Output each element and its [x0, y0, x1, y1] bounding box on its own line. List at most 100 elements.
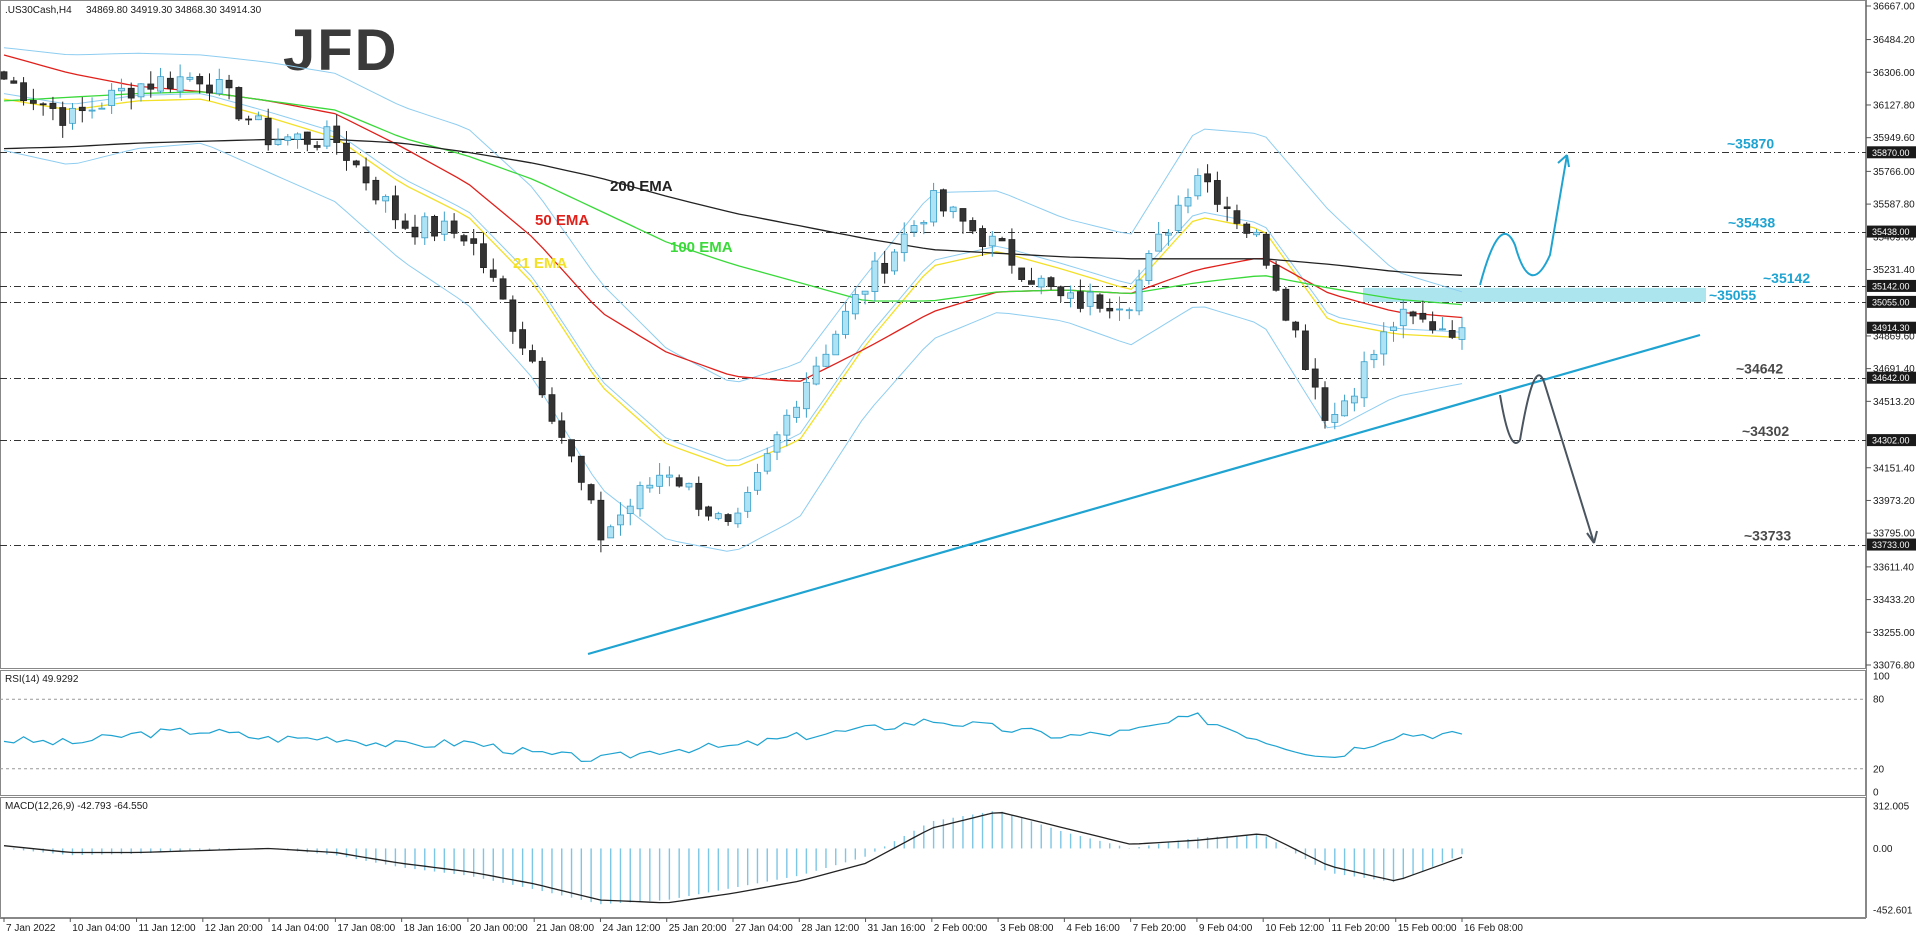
price-tag-label: 33733.00: [1872, 540, 1910, 550]
price-tick-label: 33255.00: [1873, 628, 1915, 639]
rsi-label: RSI(14) 49.9292: [5, 674, 79, 685]
candle-body: [871, 260, 879, 292]
candle-body: [763, 453, 771, 472]
time-tick-label: 27 Jan 04:00: [735, 923, 793, 934]
candle-body: [1243, 223, 1251, 234]
candle-body: [1037, 277, 1045, 288]
candle-body: [470, 238, 478, 244]
time-tick-label: 25 Jan 20:00: [669, 923, 727, 934]
time-tick-label: 10 Jan 04:00: [72, 923, 130, 934]
price-tag-box: [1867, 321, 1916, 334]
price-tag-box: [1867, 279, 1916, 292]
candle-body: [1086, 291, 1094, 307]
ema-label-ema100: 100 EMA: [670, 239, 733, 256]
candle-body: [1331, 414, 1339, 423]
candle-body: [333, 125, 341, 143]
candle-body: [1448, 330, 1456, 338]
macd-tick-label: 312.005: [1873, 802, 1910, 813]
candle-body: [284, 136, 292, 141]
time-tick-label: 14 Jan 04:00: [271, 923, 329, 934]
candle-body: [1125, 309, 1133, 312]
candle-body: [421, 216, 429, 239]
price-tick-label: 34869.60: [1873, 331, 1915, 342]
candle-body: [744, 492, 752, 512]
candle-body: [127, 87, 135, 99]
candle-body: [78, 106, 86, 112]
candle-body: [1018, 267, 1026, 280]
candle-body: [186, 76, 194, 80]
time-tick-label: 24 Jan 12:00: [603, 923, 661, 934]
candle-body: [411, 226, 419, 238]
candle-body: [626, 505, 634, 514]
bullish-arrow-head: [1557, 154, 1570, 168]
rsi-tick-label: 100: [1873, 672, 1890, 683]
candle-body: [1057, 286, 1065, 297]
candle-body: [196, 76, 204, 85]
time-tick-label: 28 Jan 12:00: [801, 923, 859, 934]
candle-body: [1429, 321, 1437, 331]
price-tags: 35870.00 35438.00 35142.00 35055.00 34914.30…: [1867, 146, 1916, 551]
candle-body: [157, 76, 164, 92]
candle-body: [832, 333, 840, 356]
price-tick-label: 36127.80: [1873, 101, 1915, 112]
candle-body: [685, 482, 693, 488]
macd-tick-label: 0.00: [1873, 844, 1893, 855]
rsi-line: [3, 712, 1463, 763]
time-tick-label: 11 Feb 20:00: [1332, 923, 1391, 934]
candle-body: [392, 195, 399, 221]
price-tick-label: 36667.00: [1873, 2, 1915, 13]
price-tag-label: 35438.00: [1872, 227, 1910, 237]
time-tick-label: 7 Feb 20:00: [1133, 923, 1187, 934]
candle-body: [979, 228, 986, 247]
candle-body: [891, 251, 898, 272]
candle-body: [166, 77, 174, 89]
level-label: ~35438: [1728, 215, 1775, 231]
candle-body: [930, 190, 937, 223]
candle-body: [900, 233, 908, 254]
ema-lines: [3, 54, 1463, 467]
bearish-arrow-path: [1499, 374, 1595, 544]
candle-body: [137, 83, 145, 98]
time-axis: 7 Jan 2022 10 Jan 04:00 11 Jan 12:00 12 Jan…: [0, 918, 1866, 934]
candle-body: [656, 474, 664, 487]
candle-body: [851, 294, 859, 315]
candle-body: [597, 499, 605, 541]
candle-body: [714, 513, 722, 519]
candle-body: [98, 107, 106, 110]
time-tick-label: 12 Jan 20:00: [205, 923, 263, 934]
candle-body: [675, 477, 683, 487]
time-tick-label: 9 Feb 04:00: [1199, 923, 1253, 934]
time-tick-label: 7 Jan 2022: [6, 923, 56, 934]
candle-body: [88, 109, 96, 112]
time-tick-label: 21 Jan 08:00: [536, 923, 594, 934]
rsi-panel-frame: [0, 670, 1866, 796]
candle-body: [695, 482, 703, 510]
candle-body: [401, 220, 409, 229]
candle-body: [225, 79, 233, 89]
uptrend-line: [587, 333, 1701, 656]
candle-body: [1174, 204, 1182, 231]
candle-body: [705, 506, 712, 517]
price-tag-box: [1867, 146, 1916, 159]
candle-body: [1155, 233, 1163, 252]
price-tick-label: 35409.60: [1873, 232, 1915, 243]
candle-body: [1419, 312, 1427, 320]
candle-body: [1008, 239, 1016, 266]
candle-body: [1145, 253, 1153, 281]
candle-body: [372, 179, 380, 201]
candle-body: [118, 87, 125, 92]
candle-body: [294, 133, 301, 140]
candle-body: [1390, 326, 1397, 332]
candle-body: [489, 269, 497, 278]
bollinger-up-line: [3, 47, 1463, 383]
symbol-label: .US30Cash,H4: [5, 5, 72, 16]
candle-body: [264, 117, 272, 146]
time-tick-label: 20 Jan 00:00: [470, 923, 528, 934]
price-tag-box: [1867, 295, 1916, 308]
scenario-arrows: [1479, 154, 1598, 544]
price-tag-box: [1867, 434, 1916, 447]
candle-body: [1262, 233, 1270, 266]
candle-body: [1253, 231, 1260, 236]
candle-body: [313, 145, 321, 148]
time-tick-label: 15 Feb 00:00: [1398, 923, 1457, 934]
